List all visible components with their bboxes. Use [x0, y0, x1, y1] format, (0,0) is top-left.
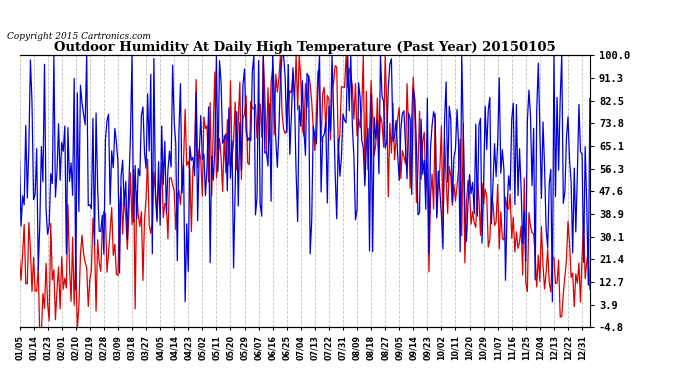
Text: Humidity (%): Humidity (%)	[495, 25, 562, 34]
Title: Outdoor Humidity At Daily High Temperature (Past Year) 20150105: Outdoor Humidity At Daily High Temperatu…	[54, 41, 555, 54]
Text: Copyright 2015 Cartronics.com: Copyright 2015 Cartronics.com	[7, 32, 151, 41]
Text: Temp (°F): Temp (°F)	[606, 25, 655, 34]
